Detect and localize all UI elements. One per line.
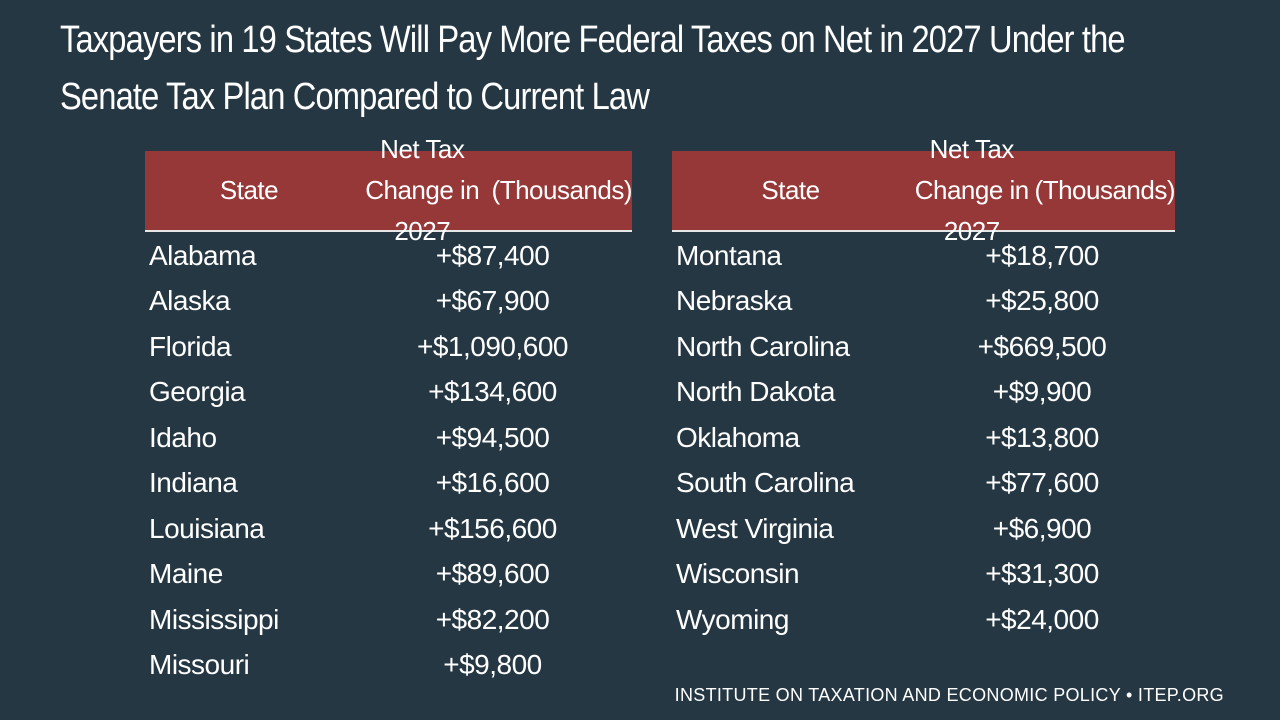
net-tax-change-cell: +$24,000 bbox=[985, 603, 1099, 635]
net-tax-change-cell: +$6,900 bbox=[992, 512, 1092, 544]
net-tax-change-cell: +$1,090,600 bbox=[417, 330, 569, 362]
net-tax-change-cell: +$9,900 bbox=[992, 376, 1092, 408]
table-row: Indiana +$16,600 bbox=[145, 461, 632, 507]
footer-credit: INSTITUTE ON TAXATION AND ECONOMIC POLIC… bbox=[674, 685, 1224, 705]
net-tax-change-cell: +$18,700 bbox=[985, 239, 1099, 271]
left-table: State Net Tax Change in 2027 (Thousands)… bbox=[145, 134, 633, 688]
state-name-cell: Alabama bbox=[149, 239, 257, 271]
table-row: Alaska +$67,900 bbox=[145, 279, 632, 325]
state-name-cell: Maine bbox=[149, 558, 223, 590]
state-name-cell: North Dakota bbox=[676, 376, 835, 408]
table-row: Maine +$89,600 bbox=[145, 552, 632, 598]
state-name-cell: Georgia bbox=[149, 376, 246, 408]
state-name-cell: Florida bbox=[149, 330, 232, 362]
table-row: Mississippi +$82,200 bbox=[145, 597, 632, 643]
net-tax-change-column-header: Net Tax Change in 2027 (Thousands) bbox=[909, 134, 1176, 246]
state-name-cell: Indiana bbox=[149, 467, 238, 499]
table-row: Missouri +$9,800 bbox=[145, 643, 632, 689]
table-row: North Carolina +$669,500 bbox=[672, 324, 1175, 370]
state-name-cell: Alaska bbox=[149, 285, 231, 317]
right-table-body: Montana +$18,700 Nebraska +$25,800 North Car… bbox=[672, 232, 1175, 643]
table-row: Montana +$18,700 bbox=[672, 233, 1175, 279]
state-name-cell: Mississippi bbox=[149, 603, 279, 635]
table-row: Alabama +$87,400 bbox=[145, 233, 632, 279]
table-row: Idaho +$94,500 bbox=[145, 415, 632, 461]
table-row: Nebraska +$25,800 bbox=[672, 279, 1175, 325]
state-name-cell: Louisiana bbox=[149, 512, 265, 544]
left-table-header: State Net Tax Change in 2027 (Thousands) bbox=[145, 134, 633, 246]
state-name-cell: South Carolina bbox=[676, 467, 855, 499]
net-tax-change-header-line-1: Net Tax Change in 2027 bbox=[914, 134, 1030, 246]
net-tax-change-cell: +$94,500 bbox=[435, 421, 550, 453]
net-tax-change-cell: +$9,800 bbox=[443, 649, 542, 681]
net-tax-change-cell: +$82,200 bbox=[435, 603, 550, 635]
table-row: Wyoming +$24,000 bbox=[672, 597, 1175, 643]
net-tax-change-header-line-2: (Thousands) bbox=[491, 175, 633, 205]
net-tax-change-cell: +$669,500 bbox=[977, 330, 1107, 362]
state-name-cell: Idaho bbox=[149, 421, 217, 453]
state-name-cell: Wisconsin bbox=[676, 558, 800, 590]
table-row: Florida +$1,090,600 bbox=[145, 324, 632, 370]
net-tax-change-header-line-1: Net Tax Change in 2027 bbox=[365, 134, 480, 246]
net-tax-change-column-header: Net Tax Change in 2027 (Thousands) bbox=[353, 134, 633, 246]
state-column-header: State bbox=[219, 175, 279, 205]
net-tax-change-cell: +$13,800 bbox=[985, 421, 1099, 453]
net-tax-change-cell: +$156,600 bbox=[428, 512, 557, 544]
chart-title: Taxpayers in 19 States Will Pay More Fed… bbox=[60, 12, 1126, 126]
chart-title-line-2: Senate Tax Plan Compared to Current Law bbox=[60, 76, 650, 118]
table-row: Louisiana +$156,600 bbox=[145, 506, 632, 552]
table-row: North Dakota +$9,900 bbox=[672, 370, 1175, 416]
right-table: State Net Tax Change in 2027 (Thousands)… bbox=[672, 134, 1176, 643]
net-tax-change-cell: +$16,600 bbox=[435, 467, 550, 499]
net-tax-change-cell: +$25,800 bbox=[985, 285, 1099, 317]
state-name-cell: Wyoming bbox=[676, 603, 789, 635]
state-name-cell: Missouri bbox=[149, 649, 250, 681]
state-name-cell: North Carolina bbox=[676, 330, 850, 362]
state-name-cell: Nebraska bbox=[676, 285, 792, 317]
left-table-body: Alabama +$87,400 Alaska +$67,900 Florida +$1,… bbox=[145, 232, 632, 688]
state-column-header: State bbox=[761, 175, 820, 205]
state-name-cell: West Virginia bbox=[676, 512, 834, 544]
state-name-cell: Oklahoma bbox=[676, 421, 800, 453]
net-tax-change-cell: +$134,600 bbox=[428, 376, 557, 408]
table-row: Oklahoma +$13,800 bbox=[672, 415, 1175, 461]
right-table-header: State Net Tax Change in 2027 (Thousands) bbox=[672, 134, 1176, 246]
table-row: South Carolina +$77,600 bbox=[672, 461, 1175, 507]
chart-title-line-1: Taxpayers in 19 States Will Pay More Fed… bbox=[60, 19, 1126, 61]
net-tax-change-cell: +$67,900 bbox=[435, 285, 550, 317]
state-name-cell: Montana bbox=[676, 239, 782, 271]
net-tax-change-cell: +$89,600 bbox=[435, 558, 550, 590]
table-row: Georgia +$134,600 bbox=[145, 370, 632, 416]
net-tax-change-cell: +$77,600 bbox=[985, 467, 1099, 499]
net-tax-change-cell: +$31,300 bbox=[985, 558, 1099, 590]
table-row: West Virginia +$6,900 bbox=[672, 506, 1175, 552]
table-row: Wisconsin +$31,300 bbox=[672, 552, 1175, 598]
net-tax-change-header-line-2: (Thousands) bbox=[1034, 175, 1176, 205]
net-tax-change-cell: +$87,400 bbox=[435, 239, 550, 271]
